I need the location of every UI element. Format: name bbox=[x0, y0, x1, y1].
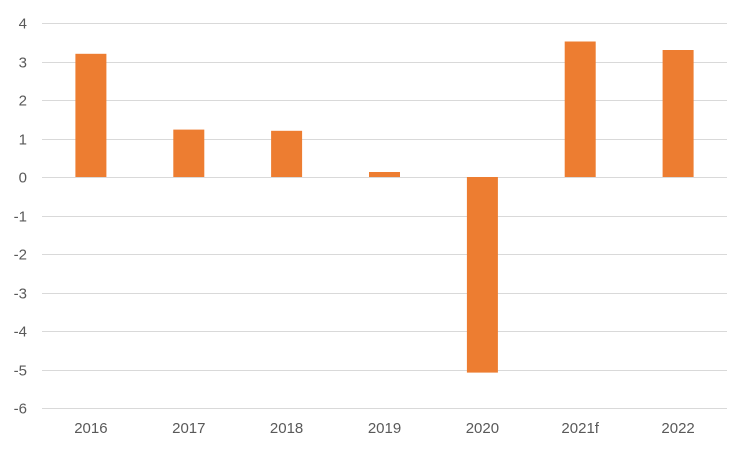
gridlines bbox=[42, 23, 727, 409]
bar-2019 bbox=[369, 172, 400, 177]
x-tick-label: 2019 bbox=[368, 420, 401, 437]
bar-2021f bbox=[564, 41, 596, 177]
x-tick-label: 2016 bbox=[74, 420, 107, 437]
bar-2020 bbox=[466, 177, 498, 373]
y-tick-label: 0 bbox=[19, 170, 27, 187]
bar-2022 bbox=[662, 50, 694, 177]
x-axis-tick-labels: 2016 2017 2018 2019 2020 2021f 2022 bbox=[74, 420, 695, 437]
bar-series bbox=[75, 41, 694, 373]
y-tick-label: -5 bbox=[14, 363, 27, 380]
y-axis-tick-labels: 4 3 2 1 0 -1 -2 -3 -4 -5 -6 bbox=[14, 16, 27, 418]
y-tick-label: -2 bbox=[14, 247, 27, 264]
x-tick-label: 2021f bbox=[561, 420, 599, 437]
x-tick-label: 2020 bbox=[466, 420, 499, 437]
x-tick-label: 2022 bbox=[661, 420, 694, 437]
y-tick-label: 1 bbox=[19, 132, 27, 149]
y-tick-label: -1 bbox=[14, 209, 27, 226]
y-tick-label: -6 bbox=[14, 401, 27, 418]
bar-2016 bbox=[75, 53, 107, 177]
x-tick-label: 2017 bbox=[172, 420, 205, 437]
y-tick-label: 4 bbox=[19, 16, 27, 33]
y-tick-label: 2 bbox=[19, 93, 27, 110]
y-tick-label: -4 bbox=[14, 324, 27, 341]
bar-2018 bbox=[271, 130, 303, 177]
y-tick-label: 3 bbox=[19, 55, 27, 72]
x-tick-label: 2018 bbox=[270, 420, 303, 437]
bar-2017 bbox=[173, 129, 205, 177]
y-tick-label: -3 bbox=[14, 286, 27, 303]
